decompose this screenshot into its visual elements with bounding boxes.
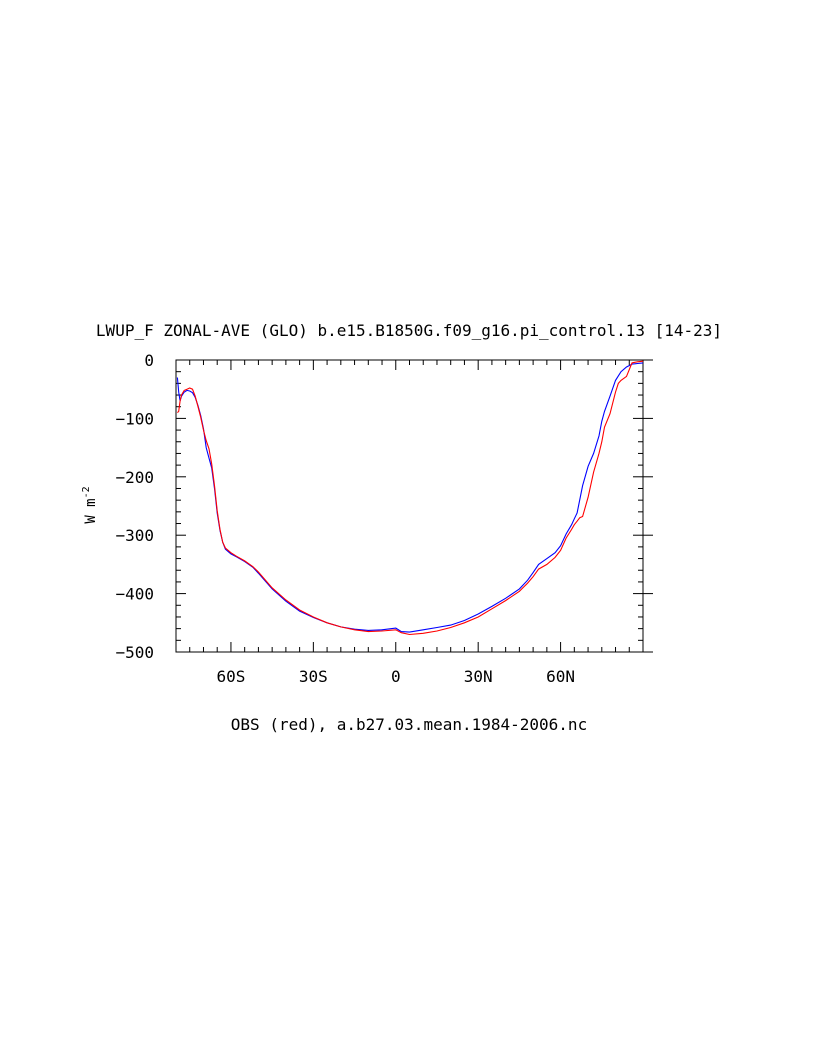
chart-title: LWUP_F ZONAL-AVE (GLO) b.e15.B1850G.f09_… bbox=[96, 321, 722, 340]
x-tick-label: 0 bbox=[391, 667, 401, 686]
y-axis-label-exponent: -2 bbox=[81, 486, 92, 498]
series-line-2 bbox=[177, 360, 644, 636]
x-tick-label: 60S bbox=[216, 667, 245, 686]
y-tick-label: −400 bbox=[115, 585, 154, 604]
x-tick-label: 30S bbox=[299, 667, 328, 686]
series-line-1 bbox=[176, 362, 644, 633]
y-tick-label: −200 bbox=[115, 468, 154, 487]
x-tick-label: 30N bbox=[464, 667, 493, 686]
x-tick-label: 60N bbox=[546, 667, 575, 686]
y-tick-label: 0 bbox=[144, 351, 154, 370]
y-tick-label: −300 bbox=[115, 526, 154, 545]
plot-frame bbox=[175, 359, 644, 653]
y-tick-label: −100 bbox=[115, 409, 154, 428]
x-axis-label: OBS (red), a.b27.03.mean.1984-2006.nc bbox=[231, 715, 587, 734]
y-axis-label-base: W m bbox=[83, 498, 99, 523]
y-tick-label: −500 bbox=[115, 643, 154, 662]
plot-area: 60S 30S 0 30N 60N 0 −100 −200 −300 −400 −500 bbox=[115, 351, 653, 686]
y-axis-label: W m-2 bbox=[81, 486, 99, 523]
